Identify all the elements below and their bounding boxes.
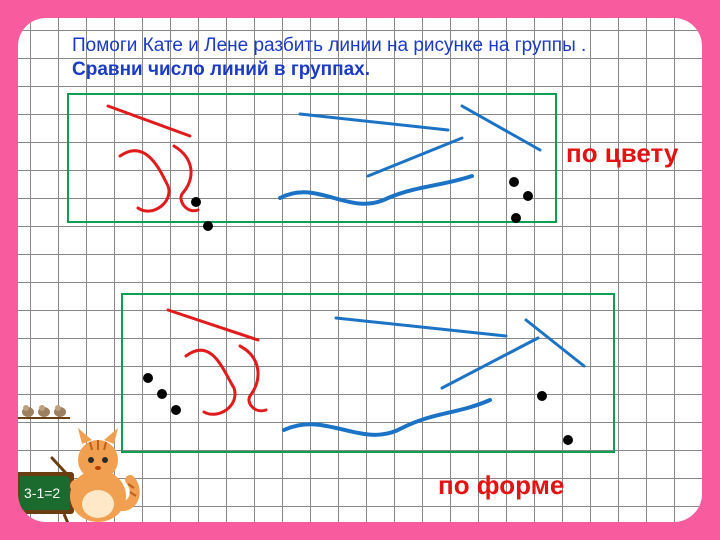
top-red-straight [108,106,190,136]
dot [171,405,181,415]
chalkboard-text: 3-1=2 [24,485,60,501]
bottom-blue-curve [284,400,490,435]
dot [537,391,547,401]
dot [523,191,533,201]
bottom-blue-straight-1 [336,318,506,336]
bottom-red-straight [168,310,258,340]
label-by-color: по цвету [566,138,678,169]
bird-icon [22,405,34,417]
dot [511,213,521,223]
dot [563,435,573,445]
bottom-red-curve [186,346,266,414]
top-blue-straight-3 [462,106,540,150]
group-box-top [68,94,556,222]
dot [143,373,153,383]
top-blue-straight-2 [368,138,462,176]
dot [203,221,213,231]
dot [191,197,201,207]
top-blue-curve [280,176,472,204]
worksheet-card: Помоги Кате и Лене разбить линии на рису… [18,18,702,522]
dot [157,389,167,399]
bottom-blue-straight-2 [442,338,538,388]
mascot-illustration: 3-1=2 [18,388,140,522]
outer-frame: Помоги Кате и Лене разбить линии на рису… [0,0,720,540]
bird-icon [38,405,50,417]
bird-icon [54,405,66,417]
dot [509,177,519,187]
bottom-blue-straight-3 [526,320,584,366]
top-blue-straight-1 [300,114,448,130]
top-red-curve [120,146,198,211]
label-by-shape: по форме [438,470,564,501]
